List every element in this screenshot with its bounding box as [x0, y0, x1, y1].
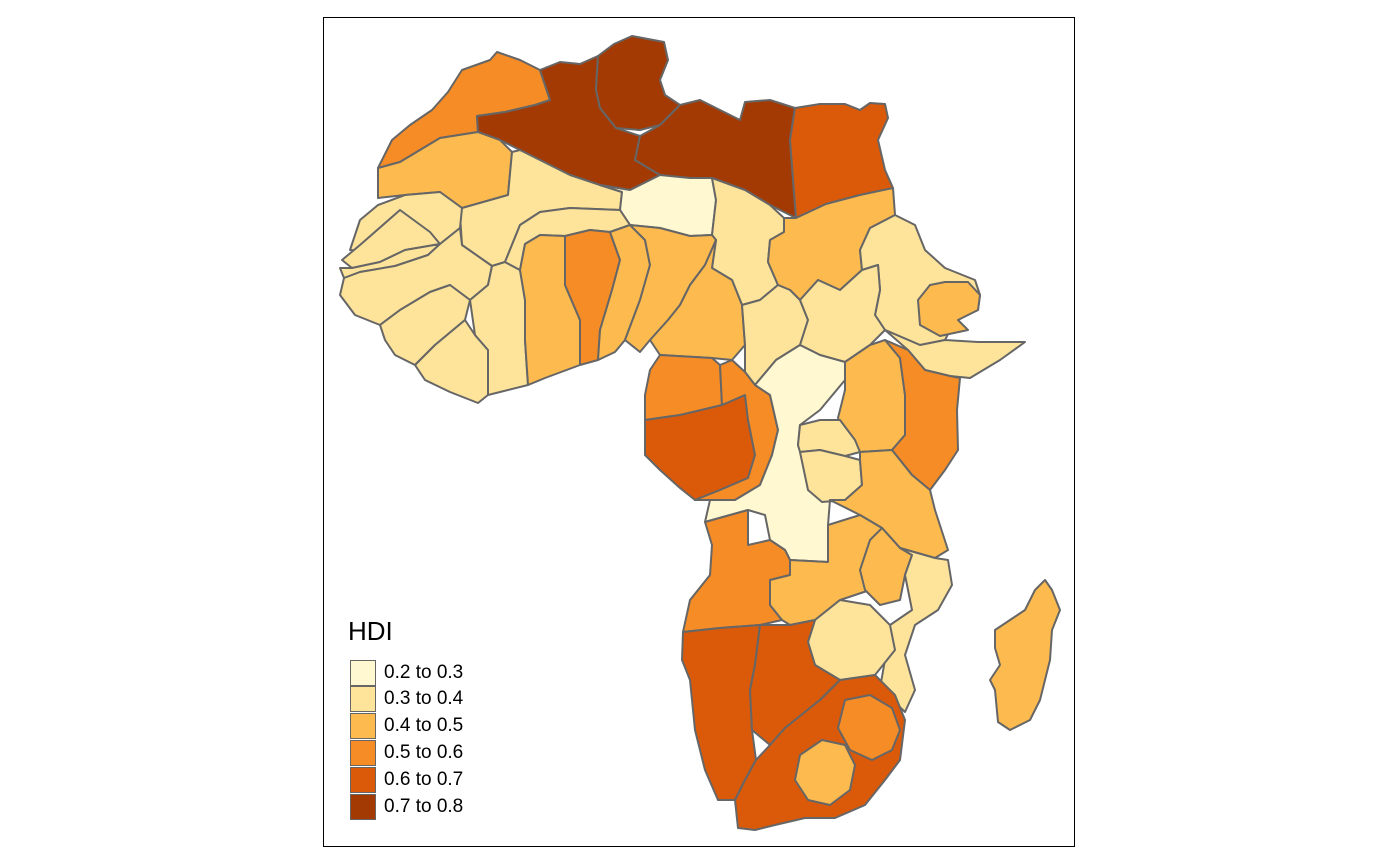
legend-swatch [350, 740, 376, 766]
legend-label: 0.6 to 0.7 [384, 769, 464, 790]
legend-item-2: 0.4 to 0.5 [350, 713, 463, 739]
legend-label: 0.7 to 0.8 [384, 796, 464, 817]
legend-title: HDI [348, 616, 393, 646]
region-tunisia [595, 35, 681, 131]
legend-label: 0.3 to 0.4 [384, 688, 464, 709]
region-kenya [884, 339, 961, 491]
legend-item-5: 0.7 to 0.8 [350, 794, 463, 820]
legend-item-0: 0.2 to 0.3 [350, 660, 463, 686]
legend-item-1: 0.3 to 0.4 [350, 686, 463, 712]
legend-label: 0.4 to 0.5 [384, 715, 464, 736]
region-madagascar [989, 579, 1061, 731]
region-lesotho [794, 739, 856, 806]
region-rwanda [797, 419, 861, 457]
region-mozambique [879, 547, 953, 713]
legend-label: 0.2 to 0.3 [384, 662, 464, 683]
legend-swatch [350, 686, 376, 712]
legend-item-3: 0.5 to 0.6 [350, 740, 463, 766]
legend-label: 0.5 to 0.6 [384, 742, 464, 763]
legend-swatch [350, 660, 376, 686]
legend-swatch [350, 794, 376, 820]
region-djibouti [917, 281, 981, 337]
legend-swatch [350, 767, 376, 793]
legend-item-4: 0.6 to 0.7 [350, 767, 463, 793]
legend-swatch [350, 713, 376, 739]
map-frame [323, 17, 1075, 847]
region-eswatini [837, 694, 901, 761]
